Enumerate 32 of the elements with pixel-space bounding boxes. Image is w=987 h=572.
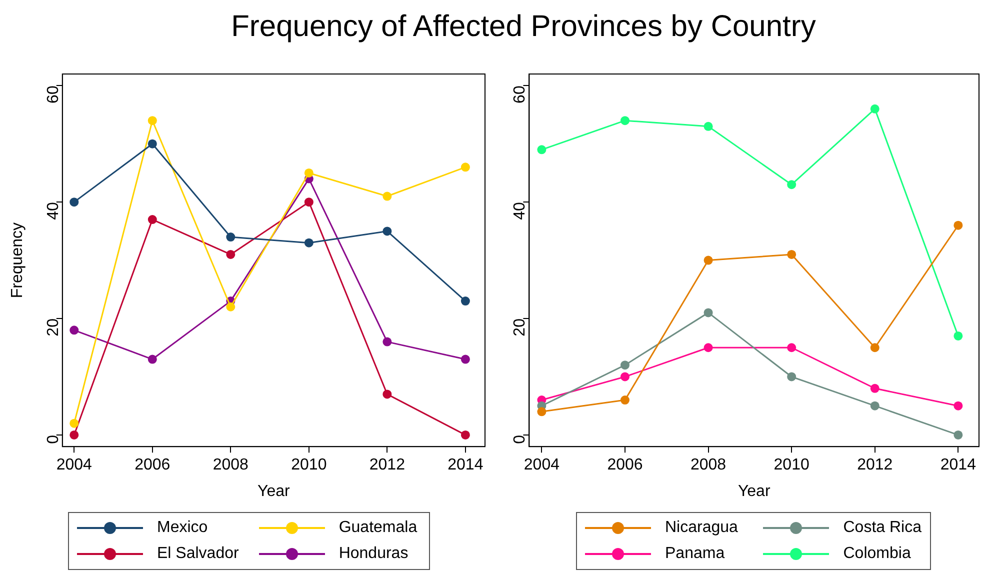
legend-label: Colombia: [843, 545, 911, 563]
x-tick-label: 2004: [56, 456, 92, 474]
x-tick-label: 2014: [448, 456, 484, 474]
y-axis-title: Frequency: [9, 222, 26, 298]
y-tick-label: 60: [512, 86, 529, 104]
y-tick-label: 0: [44, 434, 62, 444]
y-tick-label: 20: [512, 318, 529, 336]
x-tick-label: 2008: [212, 456, 249, 474]
legend-label: Nicaragua: [665, 519, 738, 537]
y-tick-label: 40: [44, 202, 62, 220]
x-tick-label: 2006: [134, 456, 170, 474]
legend-label: Honduras: [338, 545, 408, 563]
x-tick-label: 2010: [774, 456, 810, 474]
y-tick-label: 40: [512, 202, 529, 220]
x-tick-label: 2012: [857, 456, 893, 474]
legend-label: El Salvador: [157, 545, 239, 563]
y-tick-label: 60: [44, 86, 62, 104]
chart-title: Frequency of Affected Provinces by Country: [230, 10, 817, 44]
legend-label: Panama: [665, 545, 725, 563]
legend-label: Mexico: [157, 519, 208, 537]
x-tick-label: 2014: [940, 456, 976, 474]
x-tick-label: 2008: [690, 456, 726, 474]
legend-label: Guatemala: [338, 519, 418, 537]
legend-label: Costa Rica: [843, 519, 922, 537]
x-tick-label: 2004: [524, 456, 560, 474]
y-tick-label: 0: [512, 434, 529, 444]
x-axis-title: Year: [738, 482, 771, 500]
x-tick-label: 2006: [607, 456, 643, 474]
x-tick-label: 2012: [369, 456, 406, 474]
y-tick-label: 20: [44, 318, 62, 336]
x-tick-label: 2010: [291, 456, 327, 474]
x-axis-title: Year: [258, 482, 291, 500]
